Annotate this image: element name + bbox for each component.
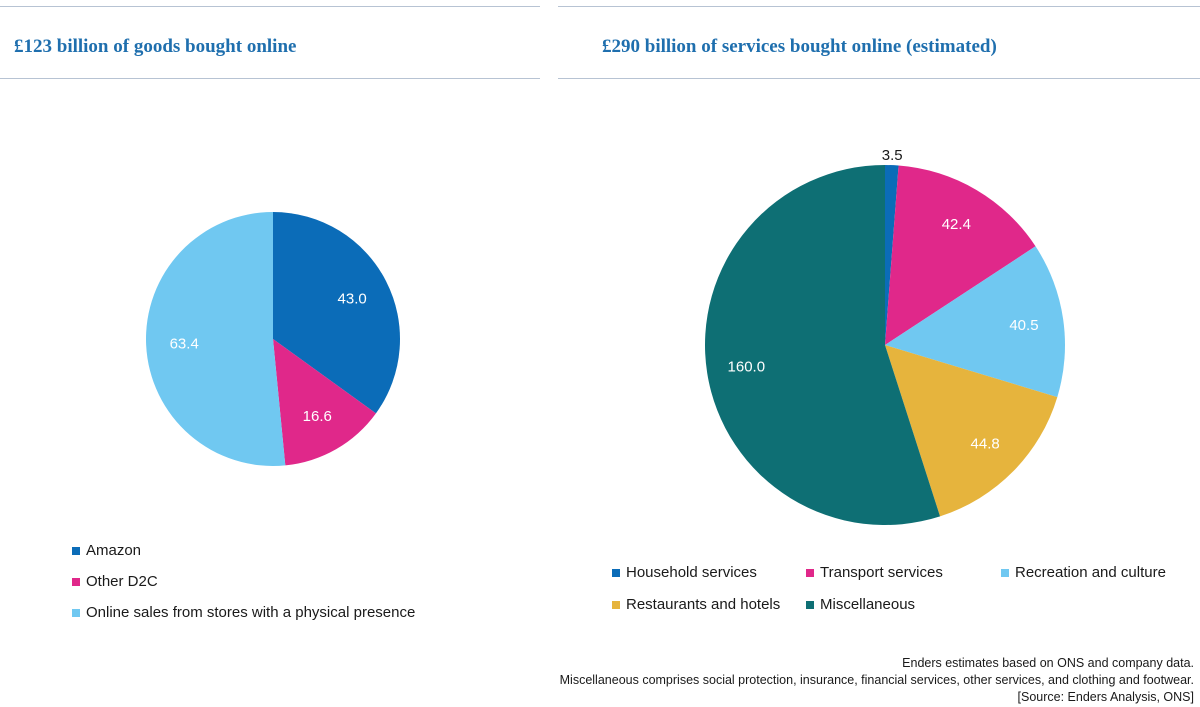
goods-pie-chart: 43.0 16.6 63.4	[145, 212, 400, 467]
legend-item-miscellaneous: Miscellaneous	[806, 596, 915, 613]
pie-slice-household-services	[885, 165, 899, 345]
legend-swatch	[612, 600, 620, 609]
legend-item-transport-services: Transport services	[806, 564, 943, 581]
legend-item-recreation-and-culture: Recreation and culture	[1001, 564, 1166, 581]
legend-swatch	[806, 600, 814, 609]
footnote: Enders estimates based on ONS and compan…	[560, 655, 1194, 706]
top-rule	[0, 6, 540, 7]
services-chart-title: £290 billion of services bought online (…	[602, 36, 997, 57]
legend-item-restaurants-and-hotels: Restaurants and hotels	[612, 596, 780, 613]
pie-slice-miscellaneous	[705, 165, 941, 525]
services-pie-chart: 3.5 42.4 40.5 44.8 160.0	[705, 147, 1065, 525]
legend-label: Other D2C	[86, 573, 158, 590]
goods-chart-title: £123 billion of goods bought online	[14, 36, 297, 57]
legend-swatch	[612, 568, 620, 577]
legend-label: Online sales from stores with a physical…	[86, 604, 416, 621]
slice-value-label: 43.0	[338, 291, 367, 308]
pie-slice-recreation-and-culture	[885, 246, 1065, 398]
pie-slice-online-sales-from-stores-with-a-physical-presence	[145, 212, 286, 467]
legend-swatch	[72, 546, 80, 555]
slice-value-label: 3.5	[882, 147, 903, 164]
legend-label: Restaurants and hotels	[626, 596, 781, 613]
slice-value-label: 42.4	[942, 216, 971, 233]
top-rule	[558, 6, 1200, 7]
legend-label: Recreation and culture	[1015, 564, 1166, 581]
legend-label: Transport services	[820, 564, 943, 581]
legend-label: Miscellaneous	[820, 596, 916, 613]
slice-value-label: 44.8	[971, 435, 1000, 452]
footnote-line: Enders estimates based on ONS and compan…	[902, 656, 1194, 670]
slice-value-label: 16.6	[303, 408, 332, 425]
services-chart-panel: £290 billion of services bought online (…	[558, 0, 1200, 640]
pie-slice-transport-services	[885, 165, 1036, 345]
legend-swatch	[72, 577, 80, 586]
title-rule	[558, 78, 1200, 79]
pie-slice-restaurants-and-hotels	[885, 345, 1058, 517]
goods-chart-panel: £123 billion of goods bought online 43.0…	[0, 0, 540, 640]
title-rule	[0, 78, 540, 79]
slice-value-label: 63.4	[170, 335, 199, 352]
source-note: [Source: Enders Analysis, ONS]	[1017, 690, 1194, 704]
legend-label: Amazon	[86, 542, 142, 559]
slice-value-label: 160.0	[728, 359, 766, 376]
pie-slice-other-d2c	[273, 339, 376, 466]
legend-item-household-services: Household services	[612, 564, 757, 581]
legend-item-online-sales-from-stores-with-a-physical-presence: Online sales from stores with a physical…	[72, 604, 415, 621]
legend-swatch	[1001, 568, 1009, 577]
legend-swatch	[72, 608, 80, 617]
footnote-line: Miscellaneous comprises social protectio…	[559, 673, 1194, 687]
legend-label: Household services	[626, 564, 757, 581]
legend-swatch	[806, 568, 814, 577]
pie-slice-amazon	[273, 212, 400, 414]
legend-item-other-d2c: Other D2C	[72, 573, 158, 590]
legend-item-amazon: Amazon	[72, 542, 141, 559]
slice-value-label: 40.5	[1009, 317, 1038, 334]
